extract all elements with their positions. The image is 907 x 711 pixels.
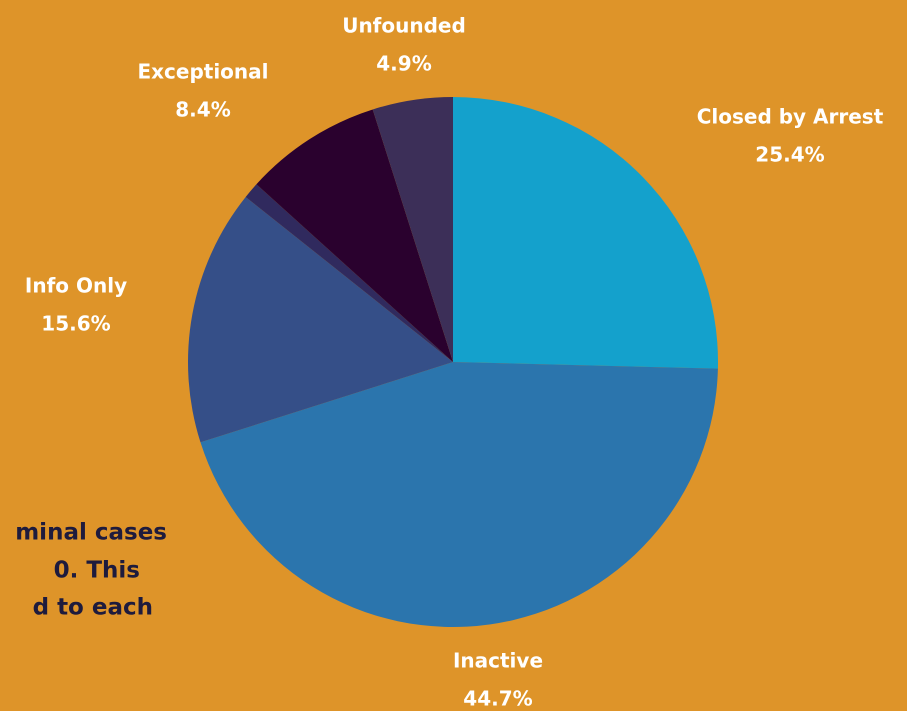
value-label: 25.4%: [755, 143, 824, 167]
body-text: 0. This: [54, 558, 140, 584]
body-text: minal cases: [15, 520, 167, 546]
body-text: d to each: [33, 595, 153, 621]
value-label: 8.4%: [175, 98, 230, 122]
value-label: 44.7%: [463, 687, 532, 711]
value-label: 4.9%: [376, 52, 431, 76]
pie-slice: [188, 196, 453, 443]
pie-slice: [372, 97, 453, 362]
pie-slice: [256, 109, 453, 362]
pie-slice: [200, 362, 718, 627]
slice-label: Exceptional: [137, 60, 268, 84]
slice-label: Inactive: [453, 649, 543, 673]
pie-slice: [245, 184, 453, 362]
pie-slice: [453, 97, 718, 369]
value-label: 15.6%: [41, 312, 110, 336]
slice-label: Closed by Arrest: [697, 105, 884, 129]
slice-label: Unfounded: [342, 14, 466, 38]
slice-label: Info Only: [25, 274, 127, 298]
